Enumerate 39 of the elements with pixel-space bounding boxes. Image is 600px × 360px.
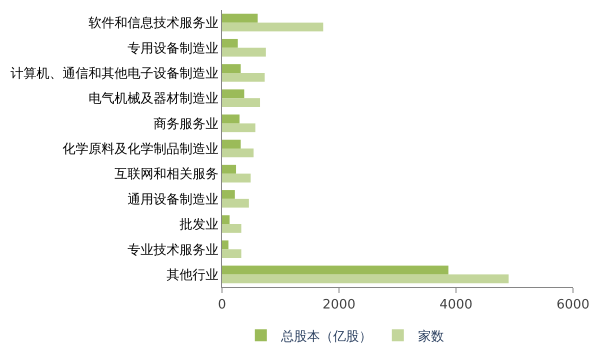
x-tick-label: 4000 xyxy=(439,298,473,313)
legend-label: 家数 xyxy=(418,328,444,344)
bar xyxy=(222,114,240,124)
bar xyxy=(222,224,242,233)
y-tick-label: 通用设备制造业 xyxy=(127,192,218,208)
legend-label: 总股本（亿股） xyxy=(280,329,372,344)
y-tick-label: 计算机、通信和其他电子设备制造业 xyxy=(10,66,218,82)
bar xyxy=(222,89,244,98)
y-tick-label: 软件和信息技术服务业 xyxy=(88,16,218,32)
bar xyxy=(222,72,265,82)
y-tick-label: 专业技术服务业 xyxy=(127,242,218,258)
bar xyxy=(222,148,254,158)
bar xyxy=(222,140,241,148)
bar xyxy=(222,98,260,107)
bar xyxy=(222,14,258,23)
y-tick-label: 专用设备制造业 xyxy=(127,41,218,56)
y-tick-label: 商务服务业 xyxy=(153,116,218,132)
bar xyxy=(222,249,242,258)
bar xyxy=(222,240,228,250)
bar xyxy=(222,22,324,32)
bar xyxy=(222,48,266,57)
bar xyxy=(222,198,249,208)
bar xyxy=(222,274,509,284)
bar xyxy=(222,215,230,224)
bar xyxy=(222,123,256,132)
y-tick-label: 批发业 xyxy=(179,218,218,233)
y-tick-label: 电气机械及器材制造业 xyxy=(88,92,218,107)
bar xyxy=(222,38,238,48)
bar xyxy=(222,64,241,73)
x-tick-label: 6000 xyxy=(556,298,590,313)
y-tick-label: 化学原料及化学制品制造业 xyxy=(62,142,218,158)
bar xyxy=(222,174,251,182)
y-tick-label: 其他行业 xyxy=(166,268,218,283)
bar xyxy=(222,190,235,199)
x-tick-label: 0 xyxy=(218,298,226,313)
bar xyxy=(222,164,236,174)
y-tick-label: 互联网和相关服务 xyxy=(114,167,218,182)
bar xyxy=(222,266,448,274)
x-tick-label: 2000 xyxy=(322,298,356,313)
